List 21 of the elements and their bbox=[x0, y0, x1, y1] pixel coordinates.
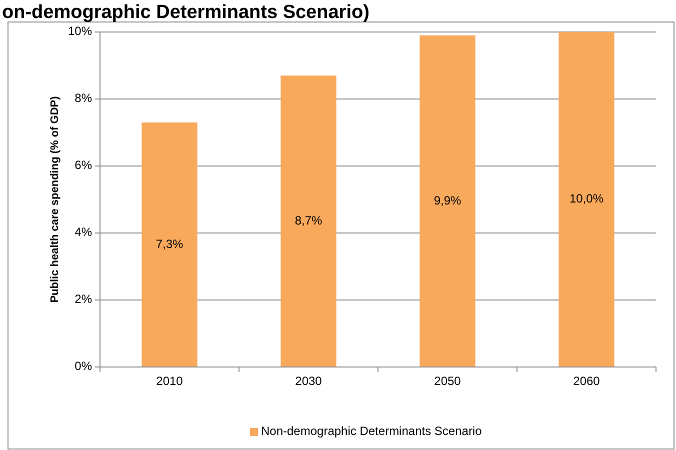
y-tick-label: 6% bbox=[74, 158, 92, 172]
x-tick-label: 2050 bbox=[434, 374, 462, 388]
x-tick-label: 2010 bbox=[156, 374, 184, 388]
data-label: 8,7% bbox=[294, 213, 322, 228]
bar bbox=[558, 32, 614, 367]
y-tick-label: 2% bbox=[74, 292, 92, 306]
bar bbox=[280, 76, 336, 367]
chart-title: on-demographic Determinants Scenario) bbox=[2, 2, 370, 23]
y-tick-label: 0% bbox=[74, 359, 92, 374]
y-tick-label: 4% bbox=[74, 225, 92, 240]
data-label: 10,0% bbox=[569, 192, 604, 206]
y-tick-label: 10% bbox=[68, 24, 92, 38]
data-label: 9,9% bbox=[434, 193, 462, 208]
y-axis-title: Public health care spending (% of GDP) bbox=[49, 96, 61, 303]
x-tick-label: 2060 bbox=[573, 374, 600, 388]
y-tick-label: 8% bbox=[74, 91, 92, 106]
legend-label: Non-demographic Determinants Scenario bbox=[261, 424, 482, 438]
bar bbox=[420, 35, 476, 367]
data-label: 7,3% bbox=[156, 236, 184, 251]
x-tick-label: 2030 bbox=[295, 374, 322, 388]
bar bbox=[142, 122, 198, 367]
